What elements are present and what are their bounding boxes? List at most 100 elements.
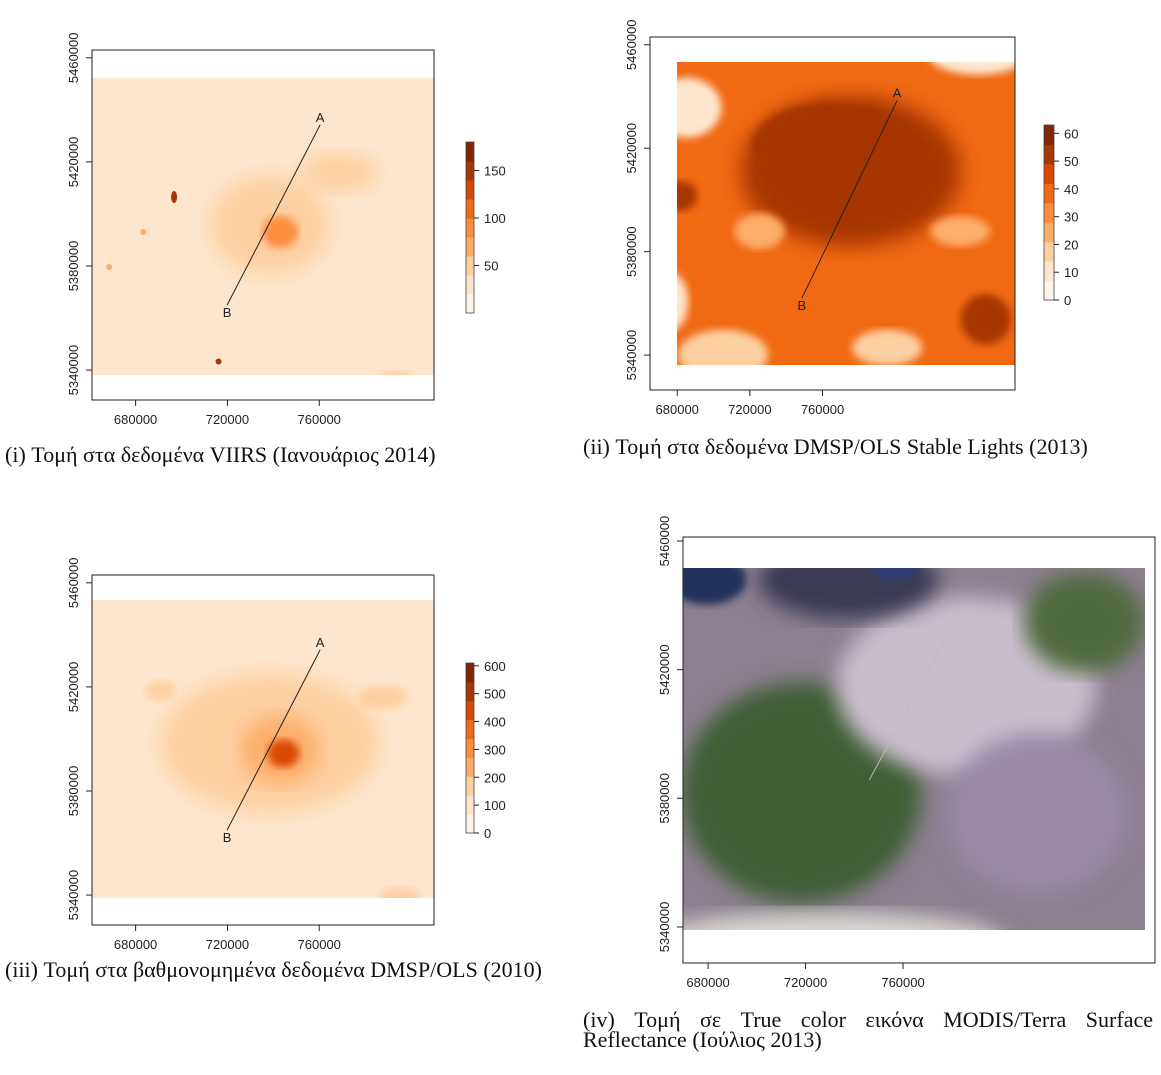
caption: (ii) Τομή στα δεδομένα DMSP/OLS Stable L…: [583, 434, 1088, 459]
colorbar-step: [466, 161, 474, 181]
y-tick-label: 5340000: [66, 870, 81, 921]
colorbar-frame: [465, 662, 475, 834]
x-tick-label: 680000: [656, 402, 699, 417]
y-tick-label: 5420000: [66, 137, 81, 188]
transect-line: [226, 649, 321, 831]
raster-patch: [683, 911, 991, 930]
colorbar-step: [466, 795, 474, 815]
x-tick-label: 720000: [206, 412, 249, 427]
caption: (iv) Τομή σε True color εικόνα MODIS/Ter…: [583, 1007, 1153, 1052]
colorbar-step: [466, 294, 474, 314]
raster: [683, 568, 1145, 930]
colorbar-step: [1044, 144, 1054, 165]
raster-patch: [379, 887, 420, 898]
caption: (i) Τομή στα δεδομένα VIIRS (Ιανουάριος …: [5, 442, 436, 467]
colorbar-tick-label: 30: [1064, 210, 1078, 225]
y-tick-label: 5460000: [66, 557, 81, 608]
colorbar-step: [1044, 261, 1054, 282]
y-tick-label: 5420000: [657, 644, 672, 695]
y-tick-label: 5460000: [66, 32, 81, 83]
colorbar-tick-label: 500: [484, 687, 506, 702]
y-tick-label: 5340000: [66, 345, 81, 396]
colorbar-step: [466, 199, 474, 219]
colorbar-step: [1044, 280, 1054, 301]
y-tick-label: 5340000: [624, 330, 639, 381]
raster-patch: [267, 739, 300, 768]
colorbar-step: [466, 142, 474, 162]
x-tick-label: 720000: [784, 975, 827, 990]
transect-label: A: [893, 86, 902, 101]
raster-patch: [932, 62, 1015, 75]
raster-patch: [852, 329, 923, 365]
raster-patch: [262, 216, 299, 248]
y-tick-label: 5380000: [657, 773, 672, 824]
raster-patch: [677, 274, 689, 329]
x-tick-label: 720000: [728, 402, 771, 417]
colorbar-step: [466, 275, 474, 295]
transect-line: [868, 639, 946, 781]
colorbar-tick-label: 150: [484, 164, 506, 179]
transect-line: [801, 100, 898, 299]
colorbar-tick-label: 10: [1064, 265, 1078, 280]
y-tick-label: 5460000: [624, 19, 639, 70]
colorbar-step: [466, 681, 474, 702]
colorbar-tick-label: 0: [484, 826, 491, 841]
colorbar-tick-label: 40: [1064, 182, 1078, 197]
caption: (iii) Τομή στα βαθμονομημένα δεδομένα DM…: [5, 957, 542, 982]
raster: [677, 62, 1015, 365]
colorbar-step: [466, 256, 474, 276]
colorbar-tick-label: 300: [484, 742, 506, 757]
x-tick-label: 680000: [114, 937, 157, 952]
colorbar-tick-label: 20: [1064, 237, 1078, 252]
x-tick-label: 760000: [298, 412, 341, 427]
colorbar-step: [466, 663, 474, 683]
raster-patch: [677, 180, 698, 211]
colorbar-step: [1044, 241, 1054, 262]
x-tick-label: 760000: [881, 975, 924, 990]
x-tick-label: 760000: [298, 937, 341, 952]
colorbar-tick-label: 50: [484, 259, 498, 274]
colorbar-step: [466, 218, 474, 238]
raster-patch: [140, 229, 147, 235]
colorbar-frame: [465, 141, 475, 314]
y-tick-label: 5420000: [66, 662, 81, 713]
raster-patch: [960, 294, 1011, 345]
colorbar-tick-label: 60: [1064, 126, 1078, 141]
raster-patch: [930, 216, 991, 247]
x-tick-label: 760000: [801, 402, 844, 417]
colorbar-step: [466, 180, 474, 200]
y-tick-label: 5460000: [657, 516, 672, 567]
colorbar-tick-label: 100: [484, 798, 506, 813]
plot-frame: [649, 36, 1016, 391]
raster-patch: [677, 77, 722, 138]
transect-label: B: [223, 830, 232, 845]
raster-patch: [379, 371, 414, 375]
raster-patch: [171, 191, 178, 203]
transect-label: B: [798, 298, 807, 313]
x-tick-label: 680000: [686, 975, 729, 990]
colorbar-step: [1044, 183, 1054, 204]
plot-frame: [91, 574, 435, 926]
y-tick-label: 5380000: [66, 766, 81, 817]
raster-patch: [683, 568, 747, 605]
raster-patch: [106, 264, 113, 270]
raster-patch: [678, 329, 768, 365]
raster-patch: [145, 680, 176, 701]
colorbar-tick-label: 0: [1064, 293, 1071, 308]
y-tick-label: 5340000: [657, 902, 672, 953]
raster-patch: [298, 152, 379, 193]
y-tick-label: 5380000: [66, 241, 81, 292]
colorbar-step: [466, 757, 474, 777]
colorbar-tick-label: 400: [484, 715, 506, 730]
raster-patch: [758, 568, 939, 620]
colorbar-step: [466, 738, 474, 758]
y-tick-label: 5380000: [624, 226, 639, 277]
plot-frame: [91, 49, 435, 401]
raster: [92, 600, 434, 898]
colorbar-step: [466, 776, 474, 796]
colorbar-step: [1044, 222, 1054, 243]
colorbar-frame: [1043, 124, 1055, 301]
colorbar-tick-label: 100: [484, 211, 506, 226]
colorbar-step: [466, 237, 474, 257]
colorbar-tick-label: 200: [484, 770, 506, 785]
